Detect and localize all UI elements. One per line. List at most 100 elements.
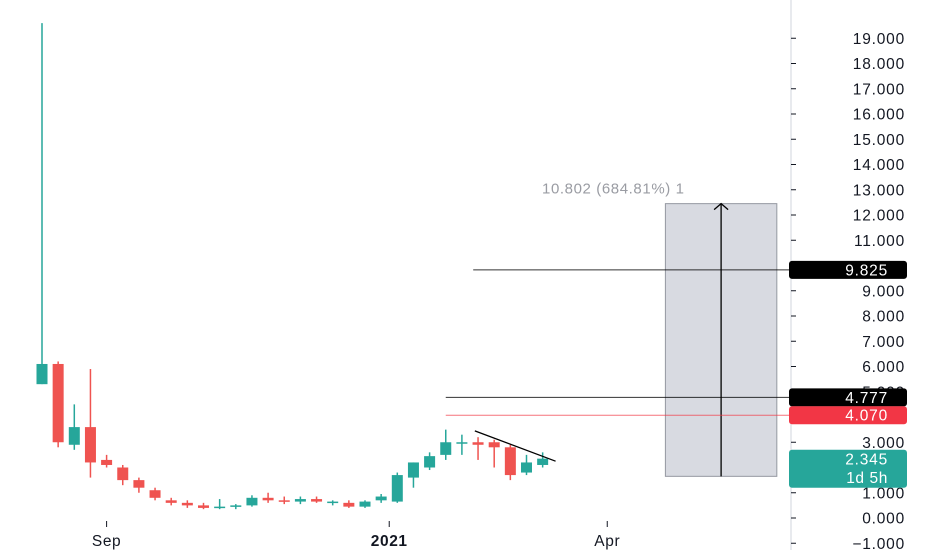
price-label: 2.345 1d 5h — [789, 449, 907, 488]
candle — [521, 454, 532, 476]
price-tick-label: 11.000 — [854, 233, 905, 250]
candle — [407, 462, 419, 488]
candle-body — [101, 459, 113, 465]
candle — [504, 444, 516, 481]
price-tick-label: 13.000 — [853, 182, 905, 199]
time-tick-label: Apr — [594, 533, 620, 550]
candle-body — [133, 480, 145, 488]
price-tick-label: 17.000 — [853, 81, 905, 98]
candle-body — [343, 502, 355, 507]
price-label-text: 9.825 — [845, 262, 888, 279]
candle — [198, 502, 209, 510]
horizontal-lines — [445, 269, 791, 416]
candle-body — [198, 505, 209, 508]
price-label-bg — [789, 388, 907, 407]
candle — [262, 492, 274, 503]
candles — [36, 23, 549, 510]
candle — [101, 454, 113, 468]
candle-body — [68, 427, 80, 445]
price-label-text: 2.345 — [845, 451, 888, 468]
price-label: 9.825 — [789, 260, 907, 279]
candle — [488, 439, 500, 468]
candle — [149, 487, 161, 501]
time-axis[interactable]: Sep 2021 Apr — [92, 521, 620, 550]
price-tick-label: 8.000 — [862, 309, 905, 326]
price-label: 4.070 — [789, 406, 907, 425]
price-tick-label: 6.000 — [862, 359, 905, 376]
candle-body — [488, 442, 500, 448]
candle-body — [327, 501, 339, 504]
candle — [327, 500, 339, 506]
candle-body — [149, 490, 161, 498]
candle-body — [294, 499, 306, 502]
price-label: 4.777 — [789, 388, 907, 407]
price-label-text: 4.070 — [845, 408, 888, 425]
candle-body — [246, 497, 258, 506]
candle — [36, 23, 48, 385]
price-tick-label: 14.000 — [853, 157, 905, 174]
candle-body — [165, 500, 177, 503]
candle — [165, 497, 177, 506]
candle — [68, 404, 80, 450]
candle-body — [52, 363, 64, 443]
candle — [84, 369, 96, 478]
candle — [359, 500, 371, 508]
candle-body — [181, 502, 193, 506]
candle-body — [359, 501, 371, 507]
candle — [117, 464, 129, 486]
candle — [133, 477, 145, 493]
candle — [375, 494, 387, 503]
candle-body — [117, 467, 129, 481]
candle — [537, 452, 549, 468]
trendline-layer — [474, 430, 556, 462]
price-tick-label: 7.000 — [862, 334, 905, 351]
candle — [311, 496, 323, 503]
candle — [246, 495, 258, 507]
candle — [214, 499, 226, 510]
price-tick-label: 15.000 — [853, 132, 905, 149]
candle — [456, 434, 468, 455]
price-tick-label: 9.000 — [862, 283, 905, 300]
candle-body — [537, 458, 549, 465]
candle-body — [504, 447, 516, 476]
price-tick-label: 16.000 — [853, 107, 905, 124]
candle — [424, 452, 436, 471]
candle — [440, 429, 452, 460]
candle-body — [278, 500, 290, 502]
candle-body — [230, 505, 242, 507]
candle-body — [440, 442, 452, 455]
candle — [278, 496, 290, 505]
candle — [472, 437, 484, 460]
price-label-sub: 1d 5h — [846, 470, 888, 487]
candle-body — [407, 462, 419, 478]
time-tick-label: 2021 — [371, 533, 408, 550]
candle — [343, 500, 355, 508]
candle — [52, 361, 64, 448]
measure-label: 10.802 (684.81%) 1 — [542, 181, 685, 198]
candle — [391, 472, 403, 503]
price-tick-label: 12.000 — [853, 208, 905, 225]
price-tick-label: 3.000 — [862, 435, 905, 452]
candle-body — [521, 462, 532, 473]
price-tick-label: 0.000 — [862, 511, 905, 528]
candle-body — [214, 506, 226, 509]
candle-body — [424, 456, 436, 468]
measure-arrow-head — [713, 202, 729, 211]
price-tick-label: 18.000 — [853, 56, 905, 73]
price-label-bg — [789, 260, 907, 279]
price-tick-label: 1.000 — [862, 485, 905, 502]
time-tick-label: Sep — [92, 533, 121, 550]
trendline — [474, 430, 556, 462]
price-label-text: 4.777 — [845, 390, 888, 407]
candle — [181, 500, 193, 508]
candle-body — [472, 442, 484, 445]
candle-body — [311, 499, 323, 502]
candle-body — [262, 497, 274, 501]
candle — [230, 504, 242, 510]
measure-layer: 10.802 (684.81%) 1 — [542, 181, 778, 477]
price-label-bg — [789, 406, 907, 425]
candle-body — [375, 496, 387, 501]
